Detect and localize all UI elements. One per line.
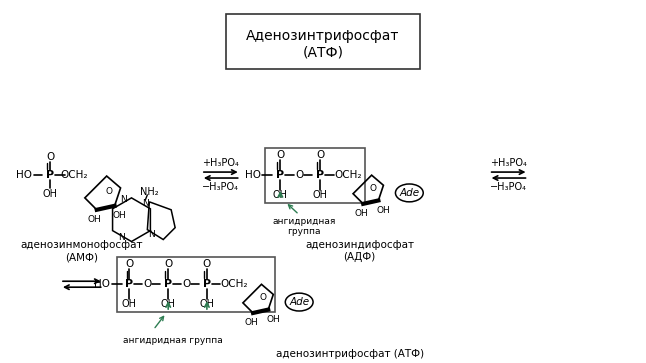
Text: OH: OH [161,299,176,309]
Text: P: P [125,279,134,289]
Text: O: O [316,150,324,160]
Text: O: O [143,279,151,289]
Text: OH: OH [377,206,390,215]
Text: O: O [125,259,134,269]
Text: −H₃PO₄: −H₃PO₄ [490,182,527,192]
Text: N: N [120,195,127,204]
Text: +H₃PO₄: +H₃PO₄ [202,158,239,168]
Text: OH: OH [266,315,280,324]
Text: O: O [46,152,54,162]
Text: P: P [164,279,172,289]
Text: (АДФ): (АДФ) [344,252,376,262]
Text: (АТФ): (АТФ) [302,46,344,60]
Text: O: O [203,259,211,269]
Text: N: N [148,230,154,239]
Text: аденозинмонофосфат: аденозинмонофосфат [21,240,143,249]
Text: OH: OH [112,211,127,220]
Text: +H₃PO₄: +H₃PO₄ [490,158,527,168]
Text: OCH₂: OCH₂ [60,170,88,180]
Text: OH: OH [313,190,328,200]
Text: O: O [295,170,304,180]
Text: HO: HO [94,279,110,289]
Text: аденозинтрифосфат (АТФ): аденозинтрифосфат (АТФ) [276,349,424,359]
Text: OH: OH [200,299,214,309]
Text: OH: OH [244,318,258,327]
Text: P: P [203,279,211,289]
Text: O: O [105,187,112,196]
Text: аденозиндифосфат: аденозиндифосфат [305,240,414,249]
Text: N: N [118,233,125,242]
Text: O: O [260,293,267,302]
Text: OH: OH [354,209,368,218]
Text: N: N [142,199,149,208]
Text: ангидридная группа: ангидридная группа [123,336,223,345]
Bar [266,148,365,203]
Text: P: P [276,170,284,180]
Bar [116,257,275,312]
Text: OH: OH [88,215,101,224]
Text: OH: OH [122,299,137,309]
Text: Аденозинтрифосфат: Аденозинтрифосфат [246,29,400,43]
Text: (АМФ): (АМФ) [65,252,98,262]
Text: −H₃PO₄: −H₃PO₄ [202,182,239,192]
Text: P: P [316,170,324,180]
Text: HO: HO [245,170,260,180]
Text: P: P [46,170,54,180]
Bar [225,14,421,69]
Text: OCH₂: OCH₂ [334,170,362,180]
Text: O: O [182,279,190,289]
Text: OH: OH [43,189,57,199]
Text: Ade: Ade [399,188,419,198]
Text: Ade: Ade [289,297,309,307]
Text: OCH₂: OCH₂ [220,279,247,289]
Text: O: O [164,259,172,269]
Text: OH: OH [273,190,288,200]
Text: NH₂: NH₂ [140,187,159,197]
Text: ангидридная
группа: ангидридная группа [273,217,336,236]
Text: O: O [276,150,284,160]
Text: O: O [370,184,377,193]
Text: HO: HO [16,170,32,180]
